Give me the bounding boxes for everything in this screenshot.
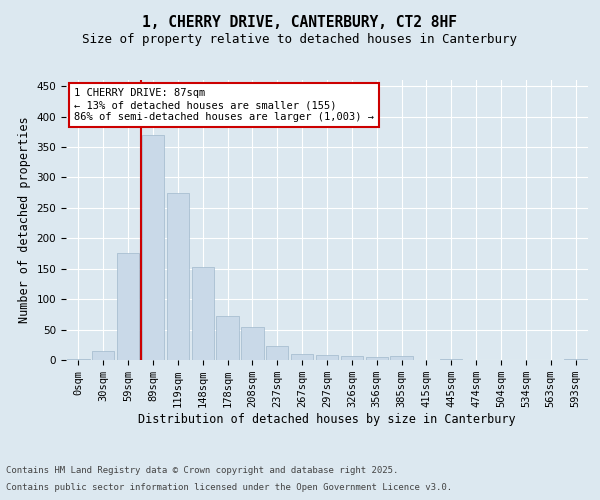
- Text: 1 CHERRY DRIVE: 87sqm
← 13% of detached houses are smaller (155)
86% of semi-det: 1 CHERRY DRIVE: 87sqm ← 13% of detached …: [74, 88, 374, 122]
- Bar: [92, 351, 115, 360]
- Bar: [142, 135, 164, 360]
- Text: Contains HM Land Registry data © Crown copyright and database right 2025.: Contains HM Land Registry data © Crown c…: [6, 466, 398, 475]
- Bar: [440, 359, 463, 360]
- Bar: [365, 357, 388, 360]
- Bar: [217, 316, 239, 360]
- Y-axis label: Number of detached properties: Number of detached properties: [18, 116, 31, 324]
- Bar: [316, 354, 338, 360]
- Bar: [117, 254, 139, 360]
- Bar: [167, 192, 189, 360]
- Bar: [341, 356, 363, 360]
- Bar: [191, 268, 214, 360]
- Bar: [67, 359, 89, 360]
- Bar: [391, 356, 413, 360]
- Text: Contains public sector information licensed under the Open Government Licence v3: Contains public sector information licen…: [6, 484, 452, 492]
- Text: Size of property relative to detached houses in Canterbury: Size of property relative to detached ho…: [83, 32, 517, 46]
- Bar: [266, 346, 289, 360]
- Text: 1, CHERRY DRIVE, CANTERBURY, CT2 8HF: 1, CHERRY DRIVE, CANTERBURY, CT2 8HF: [143, 15, 458, 30]
- Bar: [291, 354, 313, 360]
- X-axis label: Distribution of detached houses by size in Canterbury: Distribution of detached houses by size …: [138, 413, 516, 426]
- Bar: [241, 327, 263, 360]
- Bar: [565, 359, 587, 360]
